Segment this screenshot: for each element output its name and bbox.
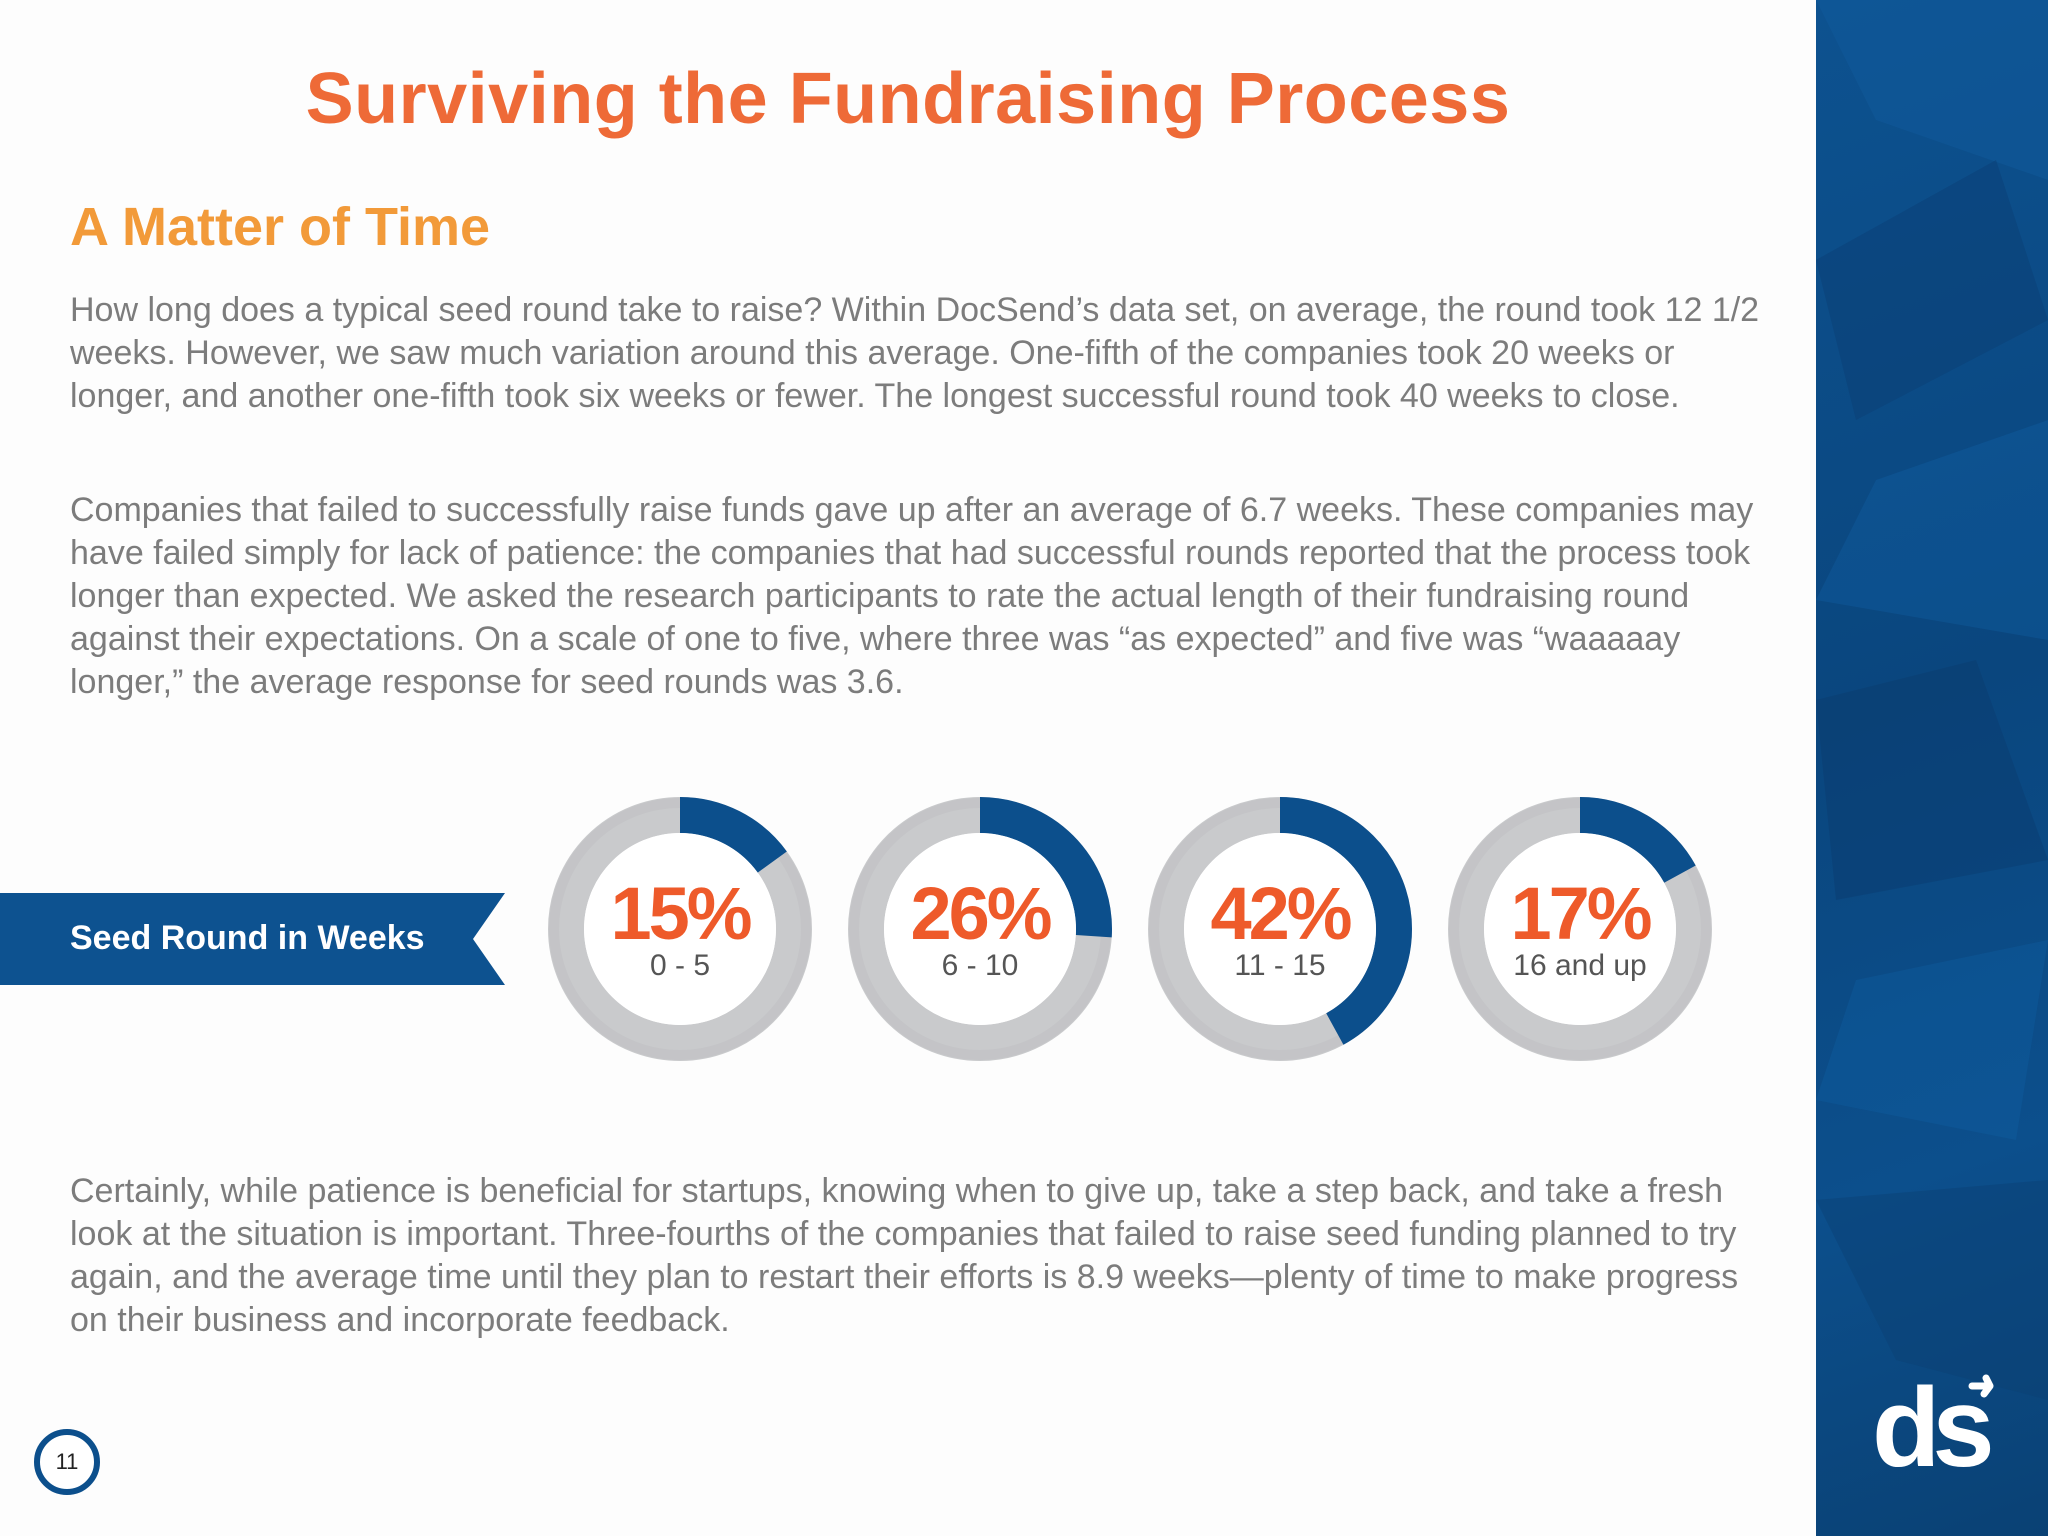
donut-chart: 15% 0 - 5 (548, 797, 812, 1061)
donut-value-arc (1148, 797, 1412, 1061)
page-number-badge: 11 (34, 1429, 100, 1495)
banner-ribbon-shape (0, 893, 505, 985)
donut-range-label: 16 and up (1513, 949, 1647, 982)
brand-sidebar (1816, 0, 2048, 1536)
donut-value-arc (548, 797, 812, 1061)
donut-value-arc (848, 797, 1112, 1061)
sidebar-pattern (1816, 0, 2048, 1400)
paragraph-intro: How long does a typical seed round take … (70, 291, 1760, 415)
donut-center (1184, 833, 1376, 1025)
donut-ring (1448, 797, 1712, 1061)
donut-value-arc (1448, 797, 1712, 1061)
banner-label: Seed Round in Weeks (70, 919, 425, 957)
donut-range-label: 11 - 15 (1234, 949, 1326, 982)
donut-chart: 17% 16 and up (1448, 797, 1712, 1061)
page-title: Surviving the Fundraising Process (305, 59, 1511, 139)
donut-percent: 17% (1510, 872, 1652, 955)
donut-chart: 26% 6 - 10 (848, 797, 1112, 1061)
paragraph-conclusion: Certainly, while patience is beneficial … (70, 1172, 1739, 1339)
donut-ring (548, 797, 812, 1061)
donut-percent: 42% (1210, 872, 1352, 955)
donut-center (1484, 833, 1676, 1025)
page-content: Surviving the Fundraising Process A Matt… (0, 59, 1760, 1495)
donut-chart: 42% 11 - 15 (1148, 797, 1412, 1061)
donut-ring (848, 797, 1112, 1061)
seed-round-banner: Seed Round in Weeks (0, 893, 505, 985)
donut-center (884, 833, 1076, 1025)
docsend-logo-icon: ds (1872, 1368, 1998, 1478)
donut-percent: 15% (610, 872, 752, 955)
donut-center (584, 833, 776, 1025)
paragraph-failed-companies: Companies that failed to successfully ra… (70, 491, 1754, 701)
donut-range-label: 0 - 5 (649, 949, 711, 982)
donut-ring (1148, 797, 1412, 1061)
section-heading: A Matter of Time (70, 197, 491, 257)
donut-percent: 26% (910, 872, 1052, 955)
donut-range-label: 6 - 10 (941, 949, 1019, 982)
